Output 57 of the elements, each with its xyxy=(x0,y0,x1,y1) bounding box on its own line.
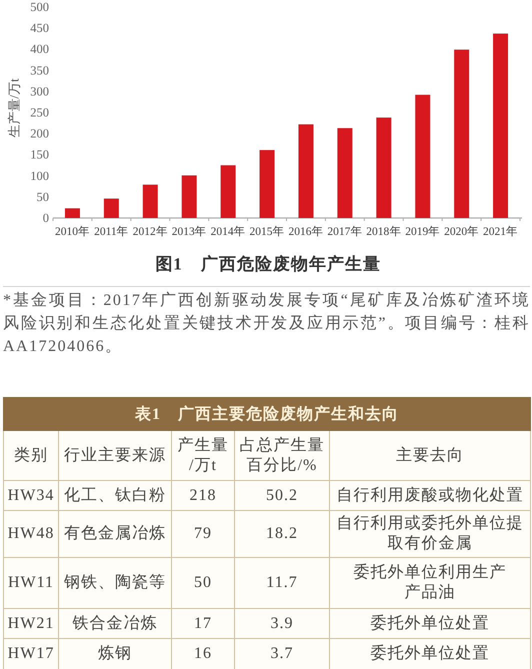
x-tick-label: 2015年 xyxy=(250,225,285,238)
x-tick-label: 2012年 xyxy=(132,225,168,238)
y-tick-label: 400 xyxy=(30,42,49,56)
y-tick-label: 100 xyxy=(30,168,49,183)
text: 自行利用或委托外单位提取有价金属 xyxy=(336,514,524,554)
y-tick-label: 250 xyxy=(30,106,49,120)
text: 产生量 /万t xyxy=(176,436,230,476)
text: 钢铁、陶瓷等 xyxy=(63,573,167,593)
x-tick-label: 2011年 xyxy=(94,225,129,238)
text: 炼钢 xyxy=(97,644,133,664)
text: HW17 xyxy=(6,644,56,664)
x-tick-label: 2016年 xyxy=(288,225,324,238)
text: 图1 广西危险废物年产生量 xyxy=(155,254,381,274)
text: 化工、钛白粉 xyxy=(63,486,167,506)
text: 委托外单位处置 xyxy=(370,644,490,664)
y-tick-label: 150 xyxy=(30,148,49,162)
text: 自行利用废酸或物化处置 xyxy=(336,486,524,506)
text: HW11 xyxy=(6,573,56,593)
text: 有色金属冶炼 xyxy=(63,524,167,544)
text: 17 xyxy=(193,614,213,634)
x-tick-label: 2018年 xyxy=(366,225,402,238)
x-tick-label: 2020年 xyxy=(444,225,480,238)
y-tick-label: 0 xyxy=(42,211,49,225)
y-tick-label: 50 xyxy=(36,190,49,204)
text: 3.7 xyxy=(270,644,294,664)
y-tick-label: 450 xyxy=(30,21,49,36)
text: 行业主要来源 xyxy=(63,446,167,466)
text: HW21 xyxy=(6,614,56,634)
text: HW34 xyxy=(6,486,56,506)
text: 218 xyxy=(188,486,218,506)
text: 3.9 xyxy=(270,614,294,634)
text: 主要去向 xyxy=(395,446,465,466)
x-tick-label: 2017年 xyxy=(327,225,362,238)
x-tick-label: 2019年 xyxy=(405,225,440,238)
text: 16 xyxy=(193,644,213,664)
text: HW48 xyxy=(6,524,56,544)
text: 18.2 xyxy=(265,524,299,544)
x-tick-label: 2021年 xyxy=(483,225,518,238)
y-axis-title: 生产量/万t xyxy=(6,78,22,138)
text: *基金项目：2017年广西创新驱动发展专项“尾矿库及冶炼矿渣环境风险识别和生态化处置关键技术开发及应用示范”。项目编号：桂科AA17204066。 xyxy=(3,286,530,358)
text: 委托外单位利用生产产品油 xyxy=(352,563,508,603)
x-tick-label: 2013年 xyxy=(172,225,207,238)
y-tick-label: 500 xyxy=(30,0,49,14)
text: 占总产生量百分比/% xyxy=(238,436,326,476)
x-tick-label: 2010年 xyxy=(54,225,90,238)
text: 表1 广西主要危险废物产生和去向 xyxy=(4,398,530,430)
text: 铁合金冶炼 xyxy=(72,614,158,634)
y-tick-label: 300 xyxy=(30,84,49,98)
text: 委托外单位处置 xyxy=(370,614,490,634)
y-tick-label: 200 xyxy=(30,126,49,141)
text: 11.7 xyxy=(265,573,299,593)
text: 50.2 xyxy=(265,486,299,506)
text: 79 xyxy=(193,524,213,544)
text: 50 xyxy=(193,573,213,593)
text: 类别 xyxy=(13,446,49,466)
y-tick-label: 350 xyxy=(30,63,49,78)
x-tick-label: 2014年 xyxy=(210,225,246,238)
